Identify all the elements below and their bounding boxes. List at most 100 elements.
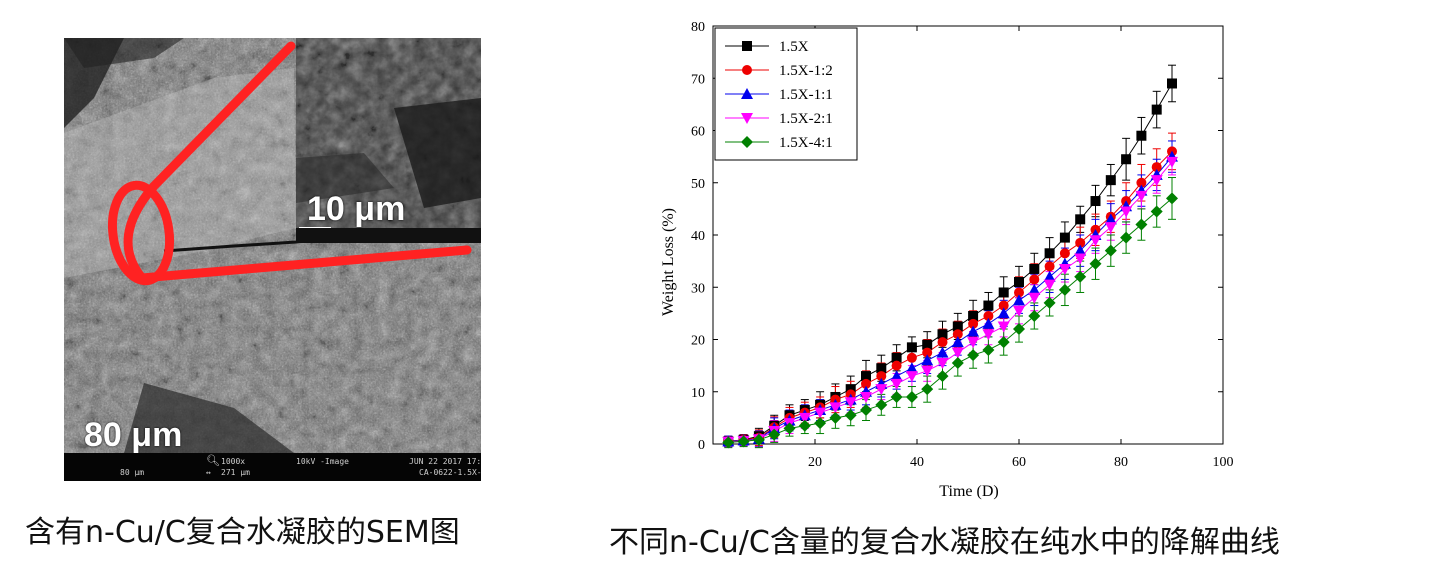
data-point bbox=[1089, 257, 1102, 270]
data-point bbox=[998, 300, 1009, 311]
sem-caption: 含有n-Cu/C复合水凝胶的SEM图 bbox=[25, 515, 460, 550]
data-point bbox=[1075, 237, 1086, 248]
x-tick-label: 60 bbox=[1012, 455, 1026, 470]
x-axis-label: Time (D) bbox=[939, 483, 998, 500]
data-point bbox=[905, 362, 918, 374]
data-point bbox=[829, 402, 842, 414]
footer-datetime: JUN 22 2017 17:56 bbox=[409, 457, 481, 466]
data-point bbox=[1150, 175, 1163, 187]
data-point bbox=[876, 371, 887, 382]
data-point bbox=[1120, 231, 1133, 244]
data-point bbox=[1043, 279, 1056, 291]
data-point bbox=[798, 412, 811, 424]
data-point bbox=[1043, 270, 1056, 282]
data-point bbox=[845, 384, 856, 395]
data-point bbox=[937, 337, 948, 348]
data-point bbox=[1044, 248, 1055, 259]
data-point bbox=[967, 325, 980, 337]
legend-marker bbox=[742, 65, 752, 75]
sem-image: 10 μm 80 μm 80 μm 🔍︎ 1000x ↔ 271 μm 10kV… bbox=[64, 38, 481, 481]
data-point bbox=[861, 378, 871, 389]
data-point bbox=[952, 321, 963, 332]
zoom-callout-ellipse bbox=[107, 180, 175, 286]
data-point bbox=[983, 310, 994, 321]
data-point bbox=[1029, 274, 1040, 285]
data-point bbox=[905, 371, 918, 383]
data-point bbox=[1074, 253, 1087, 265]
hfw-icon: ↔ bbox=[206, 468, 211, 477]
data-point bbox=[891, 360, 902, 371]
data-point bbox=[1089, 235, 1102, 247]
y-tick-label: 70 bbox=[691, 72, 705, 87]
data-point bbox=[1058, 283, 1071, 296]
data-point bbox=[936, 358, 949, 370]
data-point bbox=[952, 329, 963, 340]
data-point bbox=[1136, 130, 1147, 141]
y-axis-label: Weight Loss (%) bbox=[660, 208, 677, 316]
sem-info-bar: 80 μm 🔍︎ 1000x ↔ 271 μm 10kV -Image JUN … bbox=[64, 453, 481, 481]
legend-label: 1.5X-1:1 bbox=[779, 87, 833, 103]
data-point bbox=[814, 407, 827, 419]
data-point bbox=[752, 433, 765, 446]
data-point bbox=[921, 383, 934, 396]
sem-micrograph bbox=[64, 38, 481, 468]
data-point bbox=[1151, 104, 1162, 115]
data-point bbox=[1058, 263, 1071, 275]
y-tick-label: 20 bbox=[691, 334, 705, 349]
data-point bbox=[1013, 294, 1025, 306]
data-point bbox=[783, 422, 796, 435]
data-point bbox=[906, 342, 917, 353]
data-point bbox=[967, 349, 980, 362]
magnifier-icon: 🔍︎ bbox=[206, 454, 220, 467]
data-point bbox=[1028, 283, 1041, 295]
data-point bbox=[1166, 156, 1178, 168]
data-point bbox=[829, 411, 842, 424]
legend-label: 1.5X bbox=[779, 39, 809, 55]
legend-label: 1.5X-1:2 bbox=[779, 63, 833, 79]
legend-label: 1.5X-4:1 bbox=[779, 135, 833, 151]
x-tick-label: 20 bbox=[808, 455, 822, 470]
data-point bbox=[861, 371, 871, 382]
data-point bbox=[1028, 292, 1041, 304]
data-point bbox=[1104, 222, 1117, 234]
footer-hfw: 271 μm bbox=[221, 468, 250, 477]
x-tick-label: 40 bbox=[910, 455, 924, 470]
data-point bbox=[951, 347, 964, 359]
data-point bbox=[1150, 205, 1163, 218]
data-point bbox=[1074, 270, 1087, 283]
degradation-chart: 0 10 20 30 40 50 60 70 80 20 40 60 80 100 1.5X 1.5X-1:… bbox=[656, 14, 1246, 504]
data-point bbox=[997, 307, 1010, 319]
data-point bbox=[1135, 218, 1148, 231]
data-point bbox=[998, 287, 1009, 298]
data-point bbox=[722, 436, 735, 449]
data-point bbox=[1167, 78, 1177, 89]
y-tick-label: 50 bbox=[691, 177, 705, 192]
footer-scale-value: 80 μm bbox=[120, 468, 145, 477]
data-point bbox=[982, 329, 995, 341]
data-point bbox=[1013, 323, 1025, 336]
data-point bbox=[937, 329, 948, 340]
legend-label: 1.5X-2:1 bbox=[779, 111, 833, 127]
data-point bbox=[968, 318, 979, 329]
data-point bbox=[1014, 277, 1024, 288]
data-point bbox=[997, 321, 1010, 333]
data-point bbox=[844, 397, 857, 409]
data-point bbox=[906, 352, 917, 363]
data-point bbox=[922, 347, 933, 358]
data-point bbox=[1151, 162, 1162, 173]
data-point bbox=[1059, 232, 1070, 243]
data-point bbox=[737, 435, 750, 448]
footer-mode: 10kV -Image bbox=[296, 457, 349, 466]
footer-magnification: 1000x bbox=[221, 457, 246, 466]
x-tick-label: 100 bbox=[1213, 455, 1234, 470]
data-point bbox=[1104, 244, 1117, 257]
main-scale-label: 80 μm bbox=[84, 416, 183, 454]
data-point bbox=[951, 336, 964, 348]
data-point bbox=[1043, 296, 1056, 309]
data-point bbox=[1044, 261, 1055, 272]
data-point bbox=[1014, 287, 1024, 298]
data-point bbox=[1104, 213, 1117, 225]
data-point bbox=[814, 417, 827, 430]
y-tick-label: 40 bbox=[691, 229, 705, 244]
data-point bbox=[951, 357, 964, 370]
